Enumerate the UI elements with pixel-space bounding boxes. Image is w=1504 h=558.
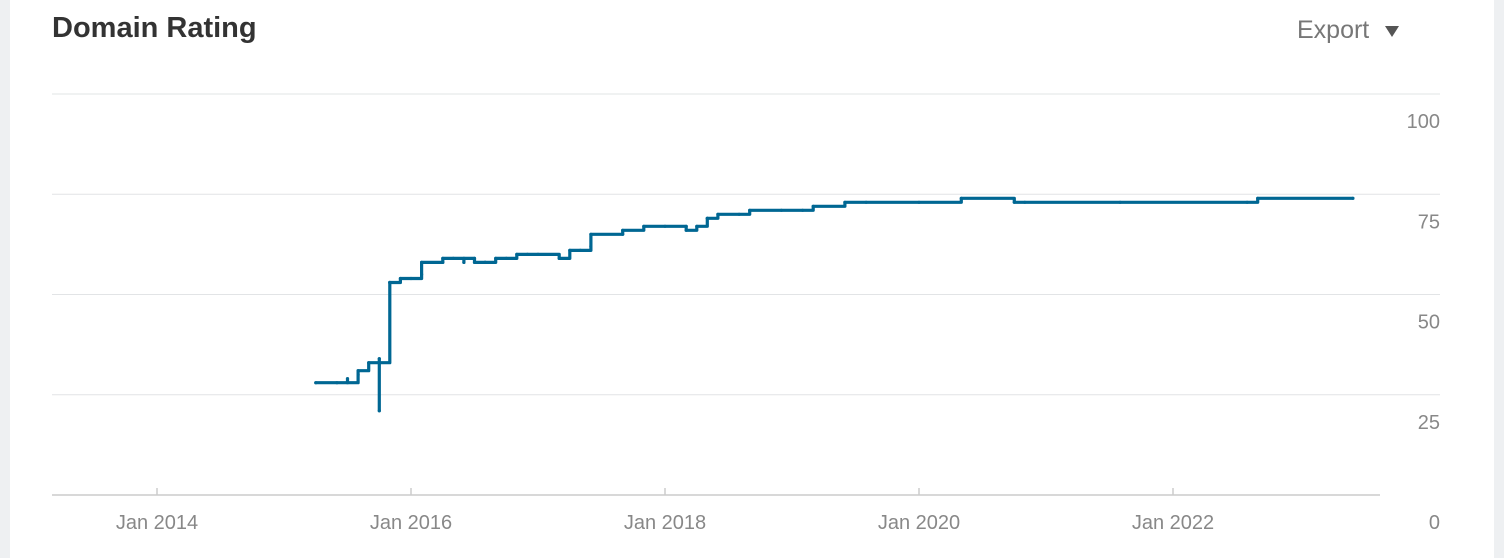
data-point bbox=[441, 260, 445, 264]
x-tick-label-2020: Jan 2020 bbox=[878, 512, 960, 534]
data-point bbox=[589, 232, 593, 236]
data-point bbox=[1118, 200, 1122, 204]
export-label: Export bbox=[1297, 16, 1370, 44]
y-axis: 0 25 50 75 100 bbox=[1407, 111, 1440, 534]
grid-lines bbox=[52, 93, 1440, 396]
data-point bbox=[398, 276, 402, 281]
data-point bbox=[472, 256, 477, 260]
data-point bbox=[504, 256, 508, 260]
data-point bbox=[779, 208, 784, 212]
data-point bbox=[1012, 200, 1016, 204]
data-point bbox=[451, 256, 455, 260]
chevron-down-icon bbox=[1385, 26, 1400, 37]
data-point bbox=[356, 373, 360, 377]
data-point bbox=[695, 224, 699, 228]
data-point bbox=[1023, 200, 1027, 204]
x-tick-label-2016: Jan 2016 bbox=[370, 512, 452, 534]
data-point bbox=[917, 200, 921, 204]
data-point bbox=[345, 381, 350, 385]
data-point bbox=[716, 212, 720, 216]
data-point bbox=[737, 212, 741, 216]
data-point bbox=[864, 200, 868, 204]
y-tick-label-50: 50 bbox=[1418, 312, 1440, 334]
data-point bbox=[621, 232, 625, 236]
data-point bbox=[377, 361, 381, 365]
data-point bbox=[441, 256, 445, 260]
data-point bbox=[1351, 196, 1355, 200]
data-point bbox=[409, 276, 413, 281]
data-point bbox=[462, 256, 466, 260]
data-point bbox=[525, 252, 530, 256]
y-tick-label-75: 75 bbox=[1418, 211, 1440, 233]
data-point bbox=[578, 248, 582, 252]
data-point bbox=[684, 228, 688, 232]
data-point bbox=[1245, 200, 1249, 204]
data-point bbox=[388, 280, 392, 285]
data-point bbox=[705, 216, 709, 220]
x-axis: Jan 2014 Jan 2016 Jan 2018 Jan 2020 Jan 2022 bbox=[52, 488, 1380, 534]
x-tick-label-2014: Jan 2014 bbox=[116, 512, 198, 534]
data-point bbox=[557, 256, 561, 260]
series-line-0 bbox=[314, 196, 1355, 413]
data-point bbox=[515, 252, 519, 256]
data-point bbox=[472, 260, 477, 264]
chart-title: Domain Rating bbox=[52, 12, 257, 44]
chart-panel bbox=[10, 0, 1494, 558]
y-tick-label-25: 25 bbox=[1418, 412, 1440, 434]
data-point bbox=[663, 224, 667, 228]
data-point bbox=[377, 357, 381, 361]
x-tick-label-2022: Jan 2022 bbox=[1132, 512, 1214, 534]
x-tick-label-2018: Jan 2018 bbox=[624, 512, 706, 534]
data-point bbox=[494, 256, 498, 260]
data-point bbox=[843, 200, 847, 204]
data-point bbox=[356, 369, 360, 373]
data-point bbox=[811, 204, 815, 208]
data-point bbox=[684, 224, 688, 228]
export-button[interactable]: Export bbox=[1297, 16, 1400, 45]
y-tick-label-100: 100 bbox=[1407, 111, 1440, 133]
data-point bbox=[462, 260, 466, 264]
y-tick-label-0: 0 bbox=[1429, 512, 1440, 534]
data-point bbox=[420, 272, 424, 276]
data-point bbox=[377, 409, 381, 413]
data-point bbox=[536, 252, 540, 256]
data-point bbox=[589, 244, 593, 248]
data-point bbox=[314, 381, 318, 385]
data-point bbox=[568, 248, 572, 252]
data-point bbox=[345, 377, 350, 381]
data-point bbox=[483, 260, 487, 264]
data-point bbox=[420, 260, 424, 264]
data-point bbox=[642, 224, 646, 228]
data-point bbox=[367, 361, 371, 365]
data-point bbox=[748, 208, 752, 212]
data-point bbox=[335, 381, 339, 385]
series-layer bbox=[314, 196, 1355, 413]
data-point bbox=[801, 208, 805, 212]
data-point bbox=[1256, 196, 1260, 200]
data-point bbox=[621, 228, 625, 232]
data-point bbox=[959, 196, 963, 200]
